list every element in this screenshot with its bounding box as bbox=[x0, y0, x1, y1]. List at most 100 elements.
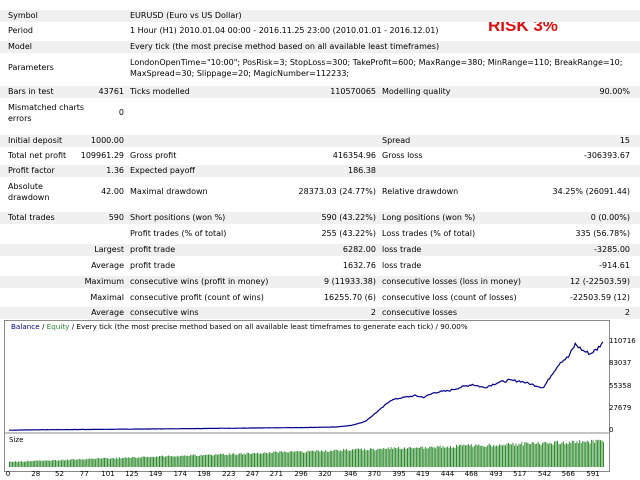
size-bar bbox=[358, 448, 359, 467]
size-bar bbox=[576, 441, 578, 467]
size-bar bbox=[337, 450, 339, 467]
average-row: Average profit trade 1632.76 loss trade … bbox=[0, 260, 640, 272]
largest-loss-value: -3285.00 bbox=[594, 245, 630, 254]
size-bar bbox=[69, 459, 71, 467]
size-bar bbox=[344, 450, 346, 467]
size-bar bbox=[378, 448, 380, 467]
size-bar bbox=[240, 453, 242, 467]
size-bar bbox=[317, 450, 319, 467]
size-bar bbox=[130, 457, 132, 467]
size-bar bbox=[580, 443, 582, 467]
size-bar bbox=[487, 445, 489, 467]
size-bar bbox=[551, 443, 552, 467]
size-bar bbox=[80, 459, 82, 467]
size-bar bbox=[508, 442, 509, 467]
size-bar bbox=[22, 461, 24, 467]
size-bar bbox=[445, 447, 447, 467]
size-bar bbox=[435, 448, 437, 467]
legend-equity: Equity bbox=[46, 322, 70, 331]
size-bar bbox=[571, 440, 573, 467]
size-bar bbox=[107, 458, 108, 467]
size-bar bbox=[410, 447, 411, 467]
x-tick-label: 52 bbox=[55, 470, 64, 478]
size-bar bbox=[306, 451, 307, 467]
size-bar bbox=[160, 455, 162, 467]
size-bar bbox=[115, 457, 117, 467]
avg-profit-value: 1632.76 bbox=[342, 261, 376, 270]
size-bar bbox=[132, 456, 134, 467]
size-bar bbox=[260, 453, 261, 467]
size-bar bbox=[340, 450, 342, 467]
bars-value: 43761 bbox=[98, 87, 124, 96]
size-bar bbox=[466, 445, 468, 467]
size-bar bbox=[475, 444, 477, 467]
size-bar bbox=[328, 451, 330, 467]
size-bar bbox=[142, 456, 144, 467]
size-bar bbox=[248, 452, 250, 467]
size-bar bbox=[479, 445, 481, 467]
size-bar bbox=[534, 444, 536, 467]
bars-row: Bars in test 43761 Ticks modelled 110570… bbox=[0, 86, 640, 98]
bars-label: Bars in test bbox=[8, 87, 54, 96]
size-bar bbox=[159, 456, 160, 467]
size-bar bbox=[494, 446, 496, 467]
size-bar bbox=[510, 444, 512, 467]
size-bar bbox=[559, 444, 561, 467]
size-bar bbox=[55, 460, 56, 467]
size-bar bbox=[309, 451, 310, 467]
x-tick-label: 247 bbox=[245, 470, 260, 478]
size-bar bbox=[482, 446, 484, 467]
size-bar bbox=[597, 440, 599, 467]
drawdown-row: Absolute drawdown 42.00 Maximal drawdown… bbox=[0, 180, 640, 204]
absdd-label-1: Absolute bbox=[8, 182, 43, 191]
size-bar bbox=[432, 447, 434, 467]
size-bar bbox=[126, 457, 128, 467]
size-bar bbox=[457, 446, 459, 467]
size-bar bbox=[464, 445, 466, 467]
size-bar bbox=[505, 445, 506, 467]
size-bar bbox=[49, 460, 51, 467]
mismatch-value: 0 bbox=[118, 108, 124, 117]
size-bar bbox=[172, 456, 174, 467]
size-bar bbox=[417, 447, 419, 467]
ticks-label: Ticks modelled bbox=[130, 87, 190, 96]
size-bar bbox=[291, 451, 293, 467]
size-bar bbox=[420, 446, 422, 467]
size-bar bbox=[254, 453, 255, 467]
size-bar bbox=[567, 444, 569, 467]
size-bar bbox=[436, 445, 438, 467]
size-bar bbox=[162, 455, 163, 467]
size-bar bbox=[112, 458, 114, 467]
size-bar bbox=[467, 444, 469, 467]
size-bar bbox=[574, 443, 576, 467]
size-bar bbox=[190, 454, 192, 467]
size-bar bbox=[47, 460, 49, 467]
size-bar bbox=[63, 460, 65, 467]
size-bar bbox=[310, 450, 312, 467]
size-bar bbox=[323, 451, 325, 467]
size-bar bbox=[282, 452, 284, 467]
size-bar bbox=[481, 445, 483, 467]
mismatch-label-2: errors bbox=[8, 114, 32, 123]
size-bar bbox=[438, 446, 440, 467]
ticks-value: 110570065 bbox=[330, 87, 376, 96]
size-bar bbox=[121, 458, 123, 467]
size-bar bbox=[243, 453, 245, 467]
size-bar bbox=[349, 450, 351, 467]
size-bar bbox=[325, 450, 327, 467]
size-bar bbox=[491, 446, 493, 467]
size-bar bbox=[540, 445, 542, 467]
short-label: Short positions (won %) bbox=[130, 213, 226, 222]
maxdd-label: Maximal drawdown bbox=[130, 187, 208, 196]
x-tick-label: 419 bbox=[416, 470, 430, 478]
size-bar bbox=[389, 449, 391, 467]
size-bar bbox=[415, 447, 417, 467]
size-bar bbox=[454, 447, 456, 467]
size-bar bbox=[288, 452, 290, 467]
size-bar bbox=[313, 450, 315, 467]
size-bar bbox=[32, 461, 34, 467]
legend-description: / Every tick (the most precise method ba… bbox=[69, 322, 468, 331]
size-bar bbox=[271, 452, 273, 467]
size-bar bbox=[280, 451, 282, 467]
size-bar bbox=[398, 446, 400, 467]
